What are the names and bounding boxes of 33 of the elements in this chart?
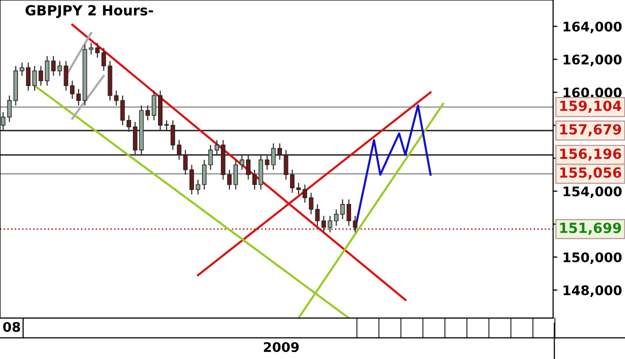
ref-line-label: 155,056 bbox=[560, 167, 622, 180]
text: 2009 bbox=[264, 342, 299, 352]
candlestick bbox=[233, 159, 238, 190]
y-tick-label: 148,000 bbox=[564, 285, 622, 297]
y-tick-label: 164,000 bbox=[564, 22, 622, 34]
y-tick-label: 160,000 bbox=[564, 88, 622, 100]
candlestick bbox=[70, 80, 75, 100]
candlestick bbox=[64, 60, 68, 92]
candlestick bbox=[196, 179, 200, 196]
candlestick bbox=[114, 90, 119, 106]
candlestick bbox=[101, 47, 106, 72]
y-tick-label: 150,000 bbox=[564, 252, 622, 264]
candlestick bbox=[321, 215, 326, 233]
chart-title: GBPJPY 2 Hours- bbox=[26, 5, 153, 18]
candlestick bbox=[352, 215, 358, 233]
candlestick bbox=[152, 90, 156, 121]
y-tick-label: 162,000 bbox=[564, 54, 622, 66]
ref-line-label: 159,104 bbox=[560, 100, 622, 113]
y-tick-label: 154,000 bbox=[564, 186, 622, 198]
text: 08 bbox=[3, 322, 20, 332]
ref-line-label: 157,679 bbox=[560, 124, 622, 136]
ref-line-label: 151,699 bbox=[560, 222, 622, 235]
candlestick bbox=[26, 62, 31, 92]
candlestick bbox=[145, 104, 150, 121]
candlestick bbox=[189, 164, 194, 196]
candlestick bbox=[334, 208, 339, 226]
line-series bbox=[354, 104, 432, 230]
ref-line-label: 156,196 bbox=[560, 148, 622, 161]
candlestick bbox=[328, 215, 332, 233]
candlestick bbox=[202, 159, 207, 190]
candlestick bbox=[290, 169, 295, 194]
candlestick bbox=[57, 60, 62, 76]
candlestick bbox=[20, 62, 24, 76]
